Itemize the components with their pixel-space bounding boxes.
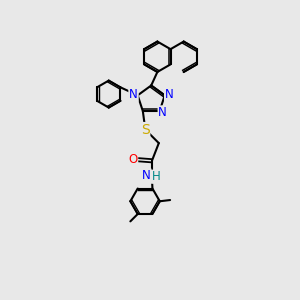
Text: H: H	[152, 170, 160, 183]
Text: S: S	[141, 123, 150, 136]
Text: N: N	[165, 88, 173, 101]
Text: O: O	[128, 153, 138, 166]
Text: N: N	[158, 106, 167, 119]
Text: N: N	[129, 88, 138, 101]
Text: N: N	[129, 88, 138, 101]
Text: N: N	[142, 169, 151, 182]
